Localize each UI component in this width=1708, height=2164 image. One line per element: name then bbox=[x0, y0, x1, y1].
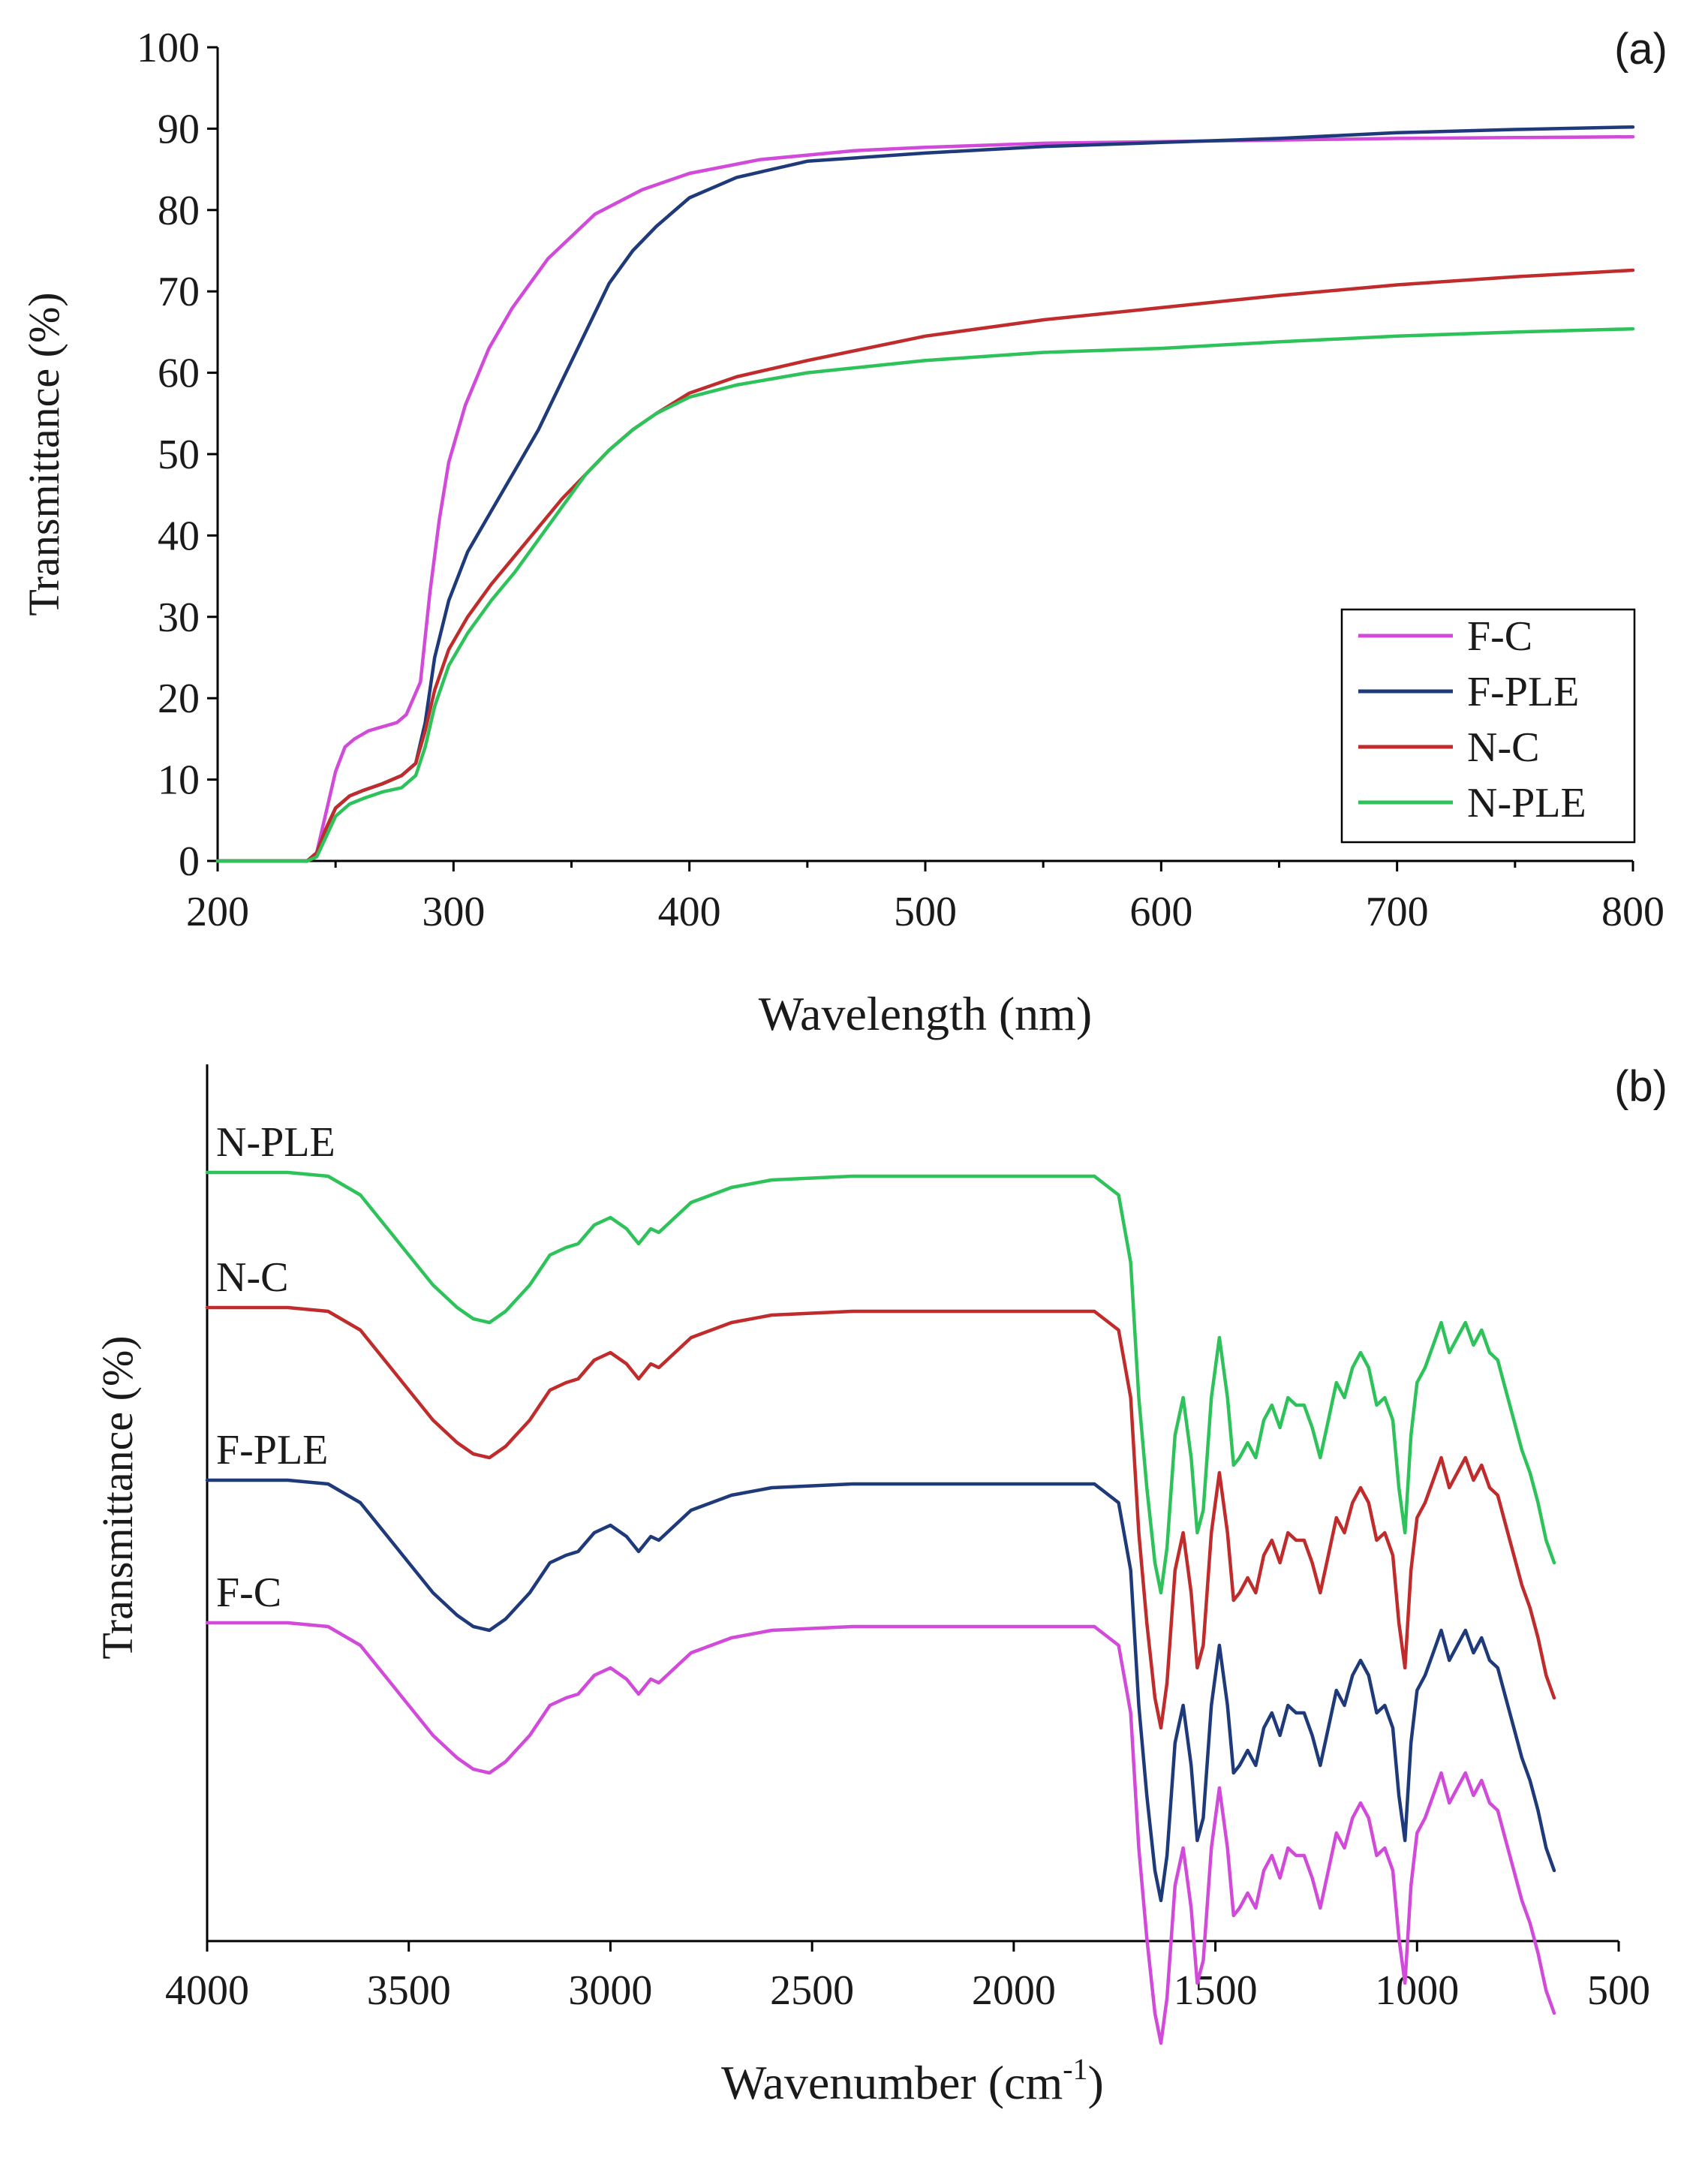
series-line-n-c bbox=[215, 268, 1635, 863]
x-tick-label-500: 500 bbox=[1587, 1967, 1650, 2014]
y-axis-label: Transmittance (%) bbox=[93, 1335, 142, 1659]
x-tick-label-800: 800 bbox=[1601, 889, 1664, 935]
x-axis-ticks: 4000 3500 3000 2500 2000 1500 1000 500 bbox=[165, 1941, 1650, 2014]
x-axis-label-end: ) bbox=[1088, 2056, 1104, 2109]
legend-label-n-ple: N-PLE bbox=[1467, 780, 1586, 826]
x-tick-label-1000: 1000 bbox=[1375, 1967, 1459, 2014]
x-tick-label-1500: 1500 bbox=[1174, 1967, 1258, 2014]
y-axis-label: Transmittance (%) bbox=[20, 292, 68, 615]
series-label-f-ple: F-PLE bbox=[216, 1427, 328, 1473]
y-tick-label-60: 60 bbox=[158, 351, 200, 397]
x-tick-label-400: 400 bbox=[658, 889, 721, 935]
y-tick-label-0: 0 bbox=[179, 838, 200, 885]
x-axis-ticks: 200 300 400 500 600 700 800 bbox=[186, 861, 1664, 935]
ftir-panel: (b) 4000 3500 3000 2500 2000 1500 1000 500 N-PL… bbox=[93, 1062, 1667, 2109]
legend-label-n-c: N-C bbox=[1467, 724, 1539, 771]
uv-vis-panel: (a) 0 10 20 30 40 50 60 70 80 90 100 200 300 400 500 6… bbox=[20, 25, 1667, 1040]
y-tick-label-80: 80 bbox=[158, 188, 200, 234]
x-axis-label: Wavenumber (cm-1) bbox=[721, 2052, 1104, 2109]
x-tick-label-3500: 3500 bbox=[367, 1967, 451, 2014]
y-tick-label-20: 20 bbox=[158, 676, 200, 722]
x-tick-label-200: 200 bbox=[186, 889, 249, 935]
x-tick-label-500: 500 bbox=[894, 889, 957, 935]
legend-label-f-ple: F-PLE bbox=[1467, 669, 1579, 715]
x-tick-label-700: 700 bbox=[1366, 889, 1429, 935]
legend-label-f-c: F-C bbox=[1467, 613, 1532, 660]
x-tick-label-2000: 2000 bbox=[972, 1967, 1056, 2014]
legend: F-C F-PLE N-C N-PLE bbox=[1340, 608, 1636, 844]
y-tick-label-70: 70 bbox=[158, 269, 200, 315]
y-tick-label-10: 10 bbox=[158, 757, 200, 804]
x-tick-label-2500: 2500 bbox=[770, 1967, 854, 2014]
series-group bbox=[215, 125, 1635, 863]
y-tick-label-90: 90 bbox=[158, 106, 200, 152]
spectrum-n-ple bbox=[205, 1170, 1556, 1595]
y-tick-label-100: 100 bbox=[137, 25, 200, 71]
x-tick-label-3000: 3000 bbox=[568, 1967, 652, 2014]
series-label-f-c: F-C bbox=[216, 1570, 281, 1616]
spectrum-f-ple bbox=[205, 1478, 1556, 1903]
panel-label-a: (a) bbox=[1614, 25, 1667, 74]
x-tick-label-4000: 4000 bbox=[165, 1967, 249, 2014]
x-axis-label: Wavelength (nm) bbox=[759, 987, 1092, 1040]
spectrum-n-c bbox=[205, 1305, 1556, 1730]
y-tick-label-40: 40 bbox=[158, 513, 200, 559]
series-line-n-ple bbox=[215, 327, 1635, 863]
series-group: N-PLE N-C F-PLE F-C bbox=[205, 1119, 1556, 2045]
spectrum-f-c bbox=[205, 1621, 1556, 2045]
y-tick-label-50: 50 bbox=[158, 432, 200, 478]
series-label-n-c: N-C bbox=[216, 1254, 288, 1301]
x-tick-label-600: 600 bbox=[1129, 889, 1192, 935]
x-tick-label-300: 300 bbox=[422, 889, 485, 935]
x-axis-label-main: Wavenumber (cm bbox=[721, 2056, 1063, 2109]
series-line-f-c bbox=[215, 134, 1635, 863]
series-label-n-ple: N-PLE bbox=[216, 1119, 335, 1166]
y-tick-label-30: 30 bbox=[158, 594, 200, 641]
panel-label-b: (b) bbox=[1614, 1062, 1667, 1111]
x-axis-label-superscript: -1 bbox=[1063, 2052, 1087, 2086]
y-axis-ticks: 0 10 20 30 40 50 60 70 80 90 100 bbox=[137, 25, 218, 885]
